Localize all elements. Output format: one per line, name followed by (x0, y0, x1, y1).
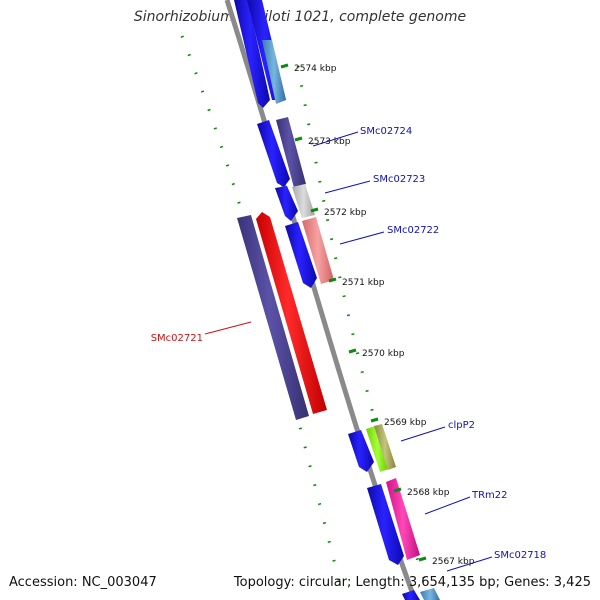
gene-leader-line (204, 321, 252, 335)
scale-label: 2571 kbp (342, 278, 385, 288)
scale-tick (280, 63, 289, 69)
gene-feature-trm22-blue[interactable] (367, 484, 404, 565)
gene-leader-line (324, 180, 371, 194)
scale-tick (348, 348, 357, 354)
scale-ticks: 2574 kbp 2573 kbp 2572 kbp 2571 kbp 2570 kbp… (280, 63, 475, 567)
scale-label: 2569 kbp (384, 418, 427, 428)
gene-label-smc02718[interactable]: SMc02718 (494, 550, 546, 561)
scale-label: 2568 kbp (407, 488, 450, 498)
gene-leader-line (446, 556, 493, 572)
gene-label-smc02722[interactable]: SMc02722 (387, 225, 439, 236)
gene-label-smc02724[interactable]: SMc02724 (360, 126, 412, 137)
gene-feature-smc02722[interactable] (285, 217, 334, 288)
scale-tick (310, 207, 319, 213)
accession-text: Accession: NC_003047 (9, 575, 157, 590)
gene-feature-smc02721[interactable] (256, 212, 327, 414)
genome-summary-text: Topology: circular; Length: 3,654,135 bp… (233, 575, 591, 590)
gene-feature-clpP2[interactable] (366, 424, 396, 472)
gene-labels: SMc02724 SMc02723 SMc02722 SMc02721 clpP2 TRm… (151, 126, 546, 572)
scale-label: 2570 kbp (362, 349, 405, 359)
scale-tick (328, 277, 337, 283)
gene-label-trm22[interactable]: TRm22 (471, 490, 508, 501)
gene-leader-line (400, 426, 446, 442)
gene-feature-bottom[interactable] (402, 588, 440, 600)
scale-tick (418, 556, 427, 562)
scale-label: 2574 kbp (294, 64, 337, 74)
gene-leader-line (312, 131, 359, 147)
map-title: Sinorhizobium meliloti 1021, complete ge… (133, 9, 467, 25)
scale-tick (370, 417, 379, 423)
scale-tick (393, 487, 402, 493)
gene-label-clpp2[interactable]: clpP2 (448, 420, 475, 431)
gene-feature-smc02724-purple[interactable] (276, 117, 306, 188)
scale-label: 2573 kbp (308, 137, 351, 147)
gene-label-smc02723[interactable]: SMc02723 (373, 174, 425, 185)
scale-label: 2567 kbp (432, 557, 475, 567)
gene-label-smc02721[interactable]: SMc02721 (151, 333, 203, 344)
scale-label: 2572 kbp (324, 208, 367, 218)
gene-feature-top-teal[interactable] (247, 0, 286, 104)
gene-feature-trm22[interactable] (386, 478, 420, 560)
gene-feature-smc02721-purple[interactable] (237, 215, 309, 420)
gene-leader-line (424, 496, 471, 515)
gene-leader-line (339, 231, 385, 245)
scale-tick (294, 136, 303, 142)
gene-feature-smc02723[interactable] (275, 184, 315, 221)
gene-feature-clpP2-blue[interactable] (348, 430, 374, 472)
gene-feature-top-left[interactable] (234, 0, 270, 108)
gene-feature-smc02724-blue[interactable] (257, 120, 290, 187)
